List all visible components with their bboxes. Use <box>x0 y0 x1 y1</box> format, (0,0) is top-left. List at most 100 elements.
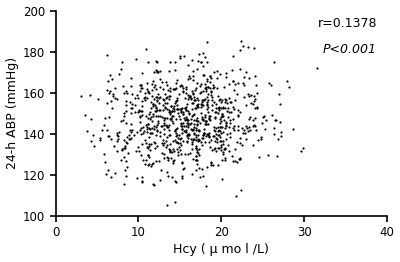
Point <box>189 147 195 151</box>
Point <box>144 125 150 129</box>
Point <box>210 100 217 104</box>
Point <box>219 113 226 118</box>
Point <box>193 138 199 142</box>
Point <box>217 72 224 76</box>
Point <box>121 155 128 159</box>
Point <box>183 128 190 133</box>
Point <box>184 118 191 122</box>
Point <box>181 128 187 133</box>
Point <box>173 180 179 184</box>
Point <box>151 124 157 128</box>
Point <box>246 117 252 121</box>
Point <box>209 108 216 112</box>
Point <box>194 128 201 132</box>
Point <box>202 115 208 119</box>
Point <box>222 158 228 162</box>
Point <box>198 82 204 86</box>
Point <box>222 146 228 150</box>
Point <box>213 106 220 110</box>
Point <box>174 141 181 145</box>
Point <box>172 138 178 142</box>
Point <box>238 126 245 130</box>
Point <box>142 123 149 127</box>
Point <box>127 127 134 132</box>
Point <box>204 60 210 64</box>
Point <box>101 123 108 127</box>
Point <box>126 137 133 141</box>
Point <box>197 121 203 125</box>
Point <box>105 134 112 138</box>
Point <box>154 60 160 64</box>
Point <box>154 95 160 99</box>
Point <box>166 110 172 114</box>
Point <box>121 91 127 95</box>
Point <box>206 140 212 144</box>
Point <box>253 83 259 88</box>
Point <box>223 120 229 124</box>
Point <box>245 92 252 96</box>
Point <box>176 133 182 138</box>
Point <box>164 123 170 128</box>
Point <box>220 114 226 118</box>
Text: P<0.001: P<0.001 <box>323 43 377 56</box>
Point <box>194 96 200 100</box>
Point <box>167 133 174 138</box>
Point <box>194 150 201 155</box>
Point <box>194 158 201 162</box>
Y-axis label: 24-h ABP (mmHg): 24-h ABP (mmHg) <box>6 57 18 169</box>
Point <box>226 96 232 100</box>
Point <box>171 149 177 153</box>
Point <box>214 69 220 73</box>
Point <box>216 146 222 150</box>
Point <box>216 133 222 137</box>
Point <box>205 85 212 90</box>
Point <box>205 105 212 109</box>
Point <box>217 121 224 125</box>
Point <box>135 96 142 100</box>
Point <box>148 142 155 146</box>
Point <box>156 114 163 118</box>
Point <box>186 111 192 115</box>
Point <box>114 149 120 153</box>
Point <box>180 112 186 116</box>
Point <box>192 98 198 102</box>
Point <box>222 156 228 160</box>
Point <box>208 93 214 97</box>
Point <box>245 129 252 133</box>
Point <box>171 128 178 132</box>
Point <box>182 130 189 134</box>
Point <box>177 84 184 88</box>
Point <box>208 161 214 165</box>
Point <box>146 162 152 166</box>
Point <box>214 129 221 133</box>
Point <box>220 130 226 134</box>
Point <box>205 85 212 89</box>
Point <box>212 145 218 150</box>
Point <box>183 105 189 110</box>
Point <box>226 82 232 86</box>
Point <box>163 79 169 84</box>
Point <box>109 106 115 110</box>
Point <box>156 159 162 163</box>
Point <box>218 106 224 111</box>
Point <box>198 115 205 119</box>
Point <box>138 142 145 146</box>
Point <box>77 94 84 98</box>
Point <box>155 91 161 96</box>
Point <box>192 158 199 162</box>
Point <box>155 69 162 74</box>
Point <box>171 200 178 205</box>
Point <box>139 86 145 90</box>
Point <box>150 161 156 166</box>
Point <box>165 88 171 92</box>
Point <box>156 108 163 112</box>
Point <box>178 161 185 165</box>
Point <box>182 105 188 110</box>
Point <box>158 114 165 119</box>
Point <box>273 118 280 122</box>
Point <box>97 138 103 142</box>
Point <box>169 150 176 154</box>
Point <box>178 127 185 131</box>
Point <box>122 159 129 163</box>
Point <box>188 121 194 125</box>
